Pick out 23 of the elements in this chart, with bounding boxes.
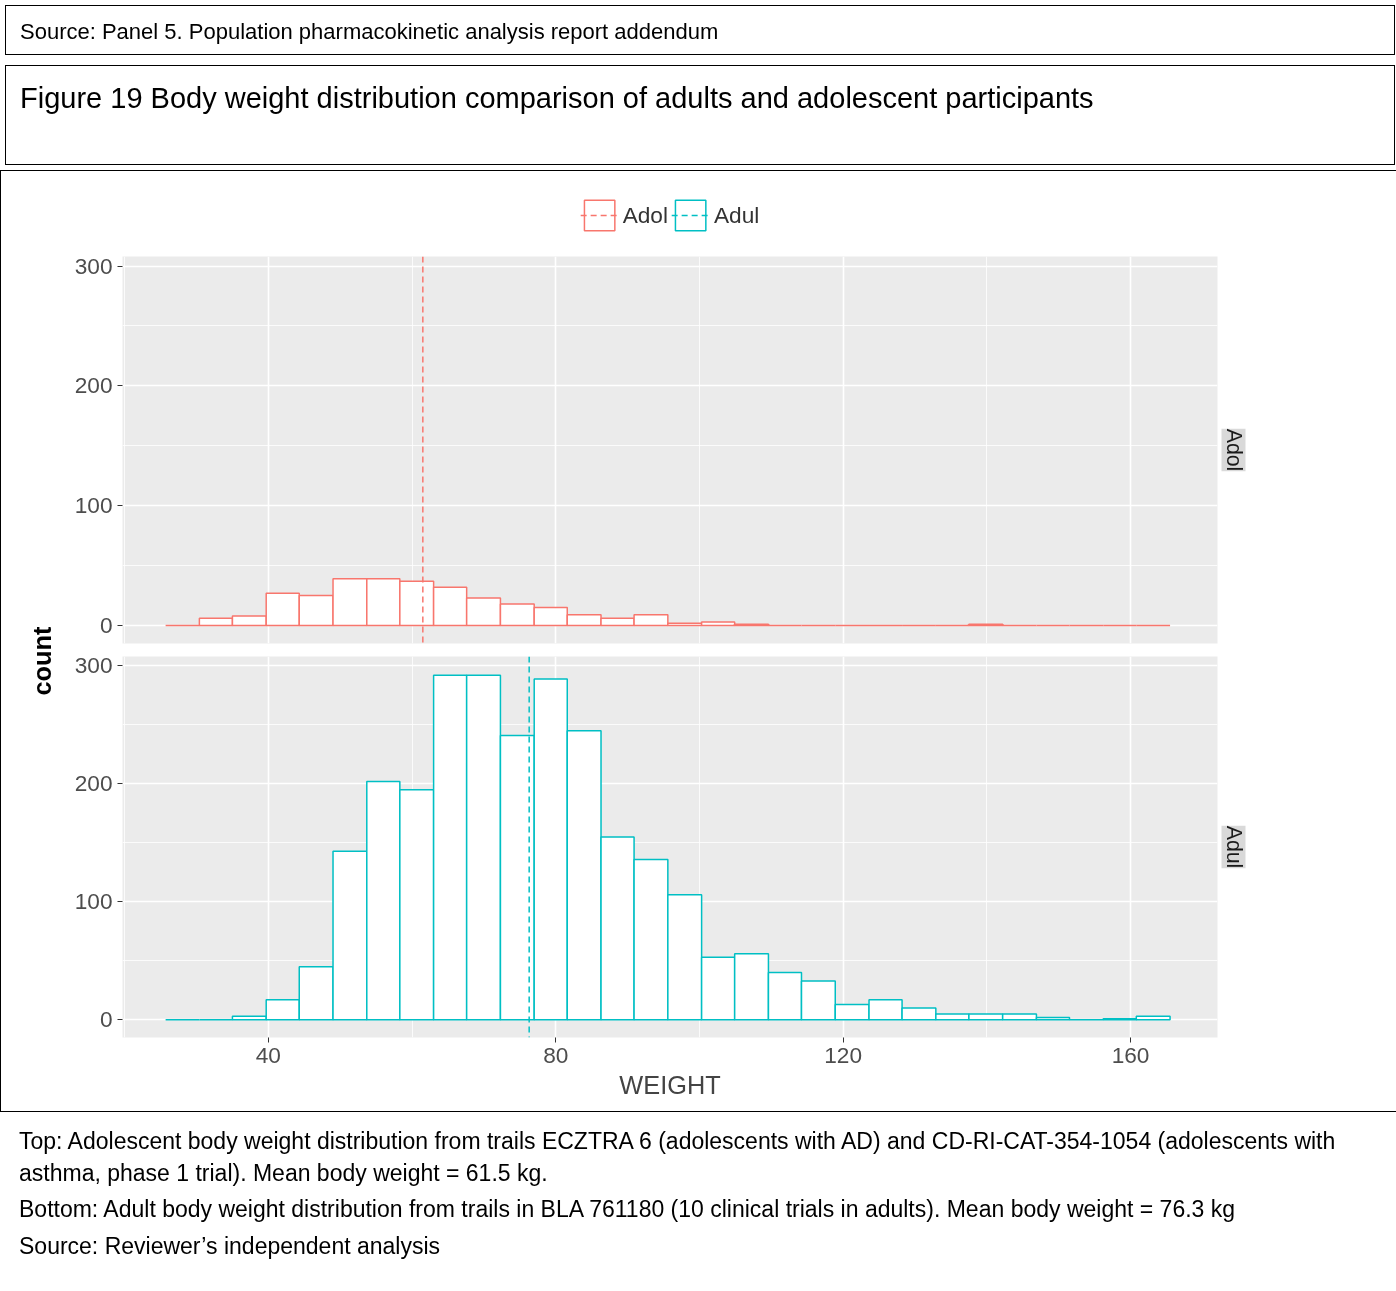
y-tick-label: 300 (74, 652, 113, 679)
y-tick-label: 200 (74, 770, 113, 797)
text: Top: Adolescent body weight distribution from trails ECZTRA 6 (adolescents with AD) and CD-RI-CAT-354-1054 (adolescents with asthma, phase 1 trial). Mean body weight = 61.5 kg. (19, 1127, 1337, 1189)
y-tick-label: 0 (99, 612, 113, 639)
y-axis-title: count (27, 625, 56, 696)
y-tick-label: 100 (74, 888, 113, 915)
x-axis-title: WEIGHT (619, 1070, 721, 1099)
x-tick-label: 160 (1111, 1041, 1150, 1068)
legend-label: Adol (622, 201, 668, 229)
x-tick-label: 40 (255, 1041, 281, 1068)
y-tick-label: 0 (99, 1006, 113, 1033)
x-tick-label: 80 (543, 1041, 569, 1068)
source-note: Source: Panel 5. Population pharmacokinetic analysis report addendum (20, 18, 719, 46)
y-tick-label: 200 (74, 372, 113, 399)
legend-label: Adul (714, 201, 760, 229)
chart-title: Figure 19 Body weight distribution comparison of adults and adolescent participants (20, 81, 1094, 116)
y-tick-label: 100 (74, 492, 113, 519)
y-tick-label: 300 (74, 252, 113, 279)
text: Adul (1221, 825, 1246, 869)
text: Adol (1221, 428, 1246, 472)
text: Bottom: Adult body weight distribution from trails in BLA 761180 (10 clinical trials in adults). Mean body weight = 76.3 kg (19, 1195, 1237, 1225)
x-tick-label: 120 (824, 1041, 863, 1068)
source-note: Source: Reviewer’s independent analysis (19, 1231, 442, 1261)
